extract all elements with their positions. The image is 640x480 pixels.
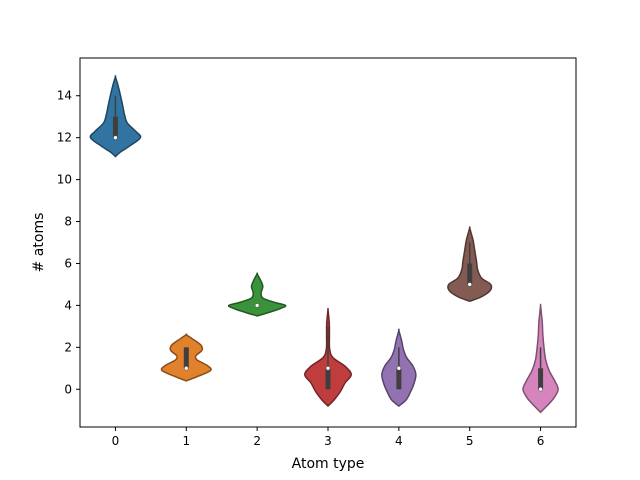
violin-box-0 [112, 116, 118, 138]
violin-3 [304, 307, 352, 408]
x-tick-label: 1 [182, 434, 190, 448]
x-tick-label: 5 [466, 434, 474, 448]
plot-frame [79, 57, 577, 428]
x-axis: 0 1 2 3 4 5 6 [112, 427, 545, 448]
violin-body-2 [227, 272, 287, 317]
y-tick-label: 6 [64, 256, 72, 270]
violin-4 [381, 328, 417, 408]
violin-median-5 [467, 282, 472, 287]
violin-2 [227, 272, 287, 317]
x-tick-label: 0 [112, 434, 120, 448]
violin-box-4 [396, 368, 402, 390]
violin-box-6 [538, 368, 544, 390]
y-axis-label: # atoms [31, 213, 47, 273]
violin-median-6 [538, 387, 543, 392]
x-tick-label: 6 [537, 434, 545, 448]
violin-6 [522, 303, 559, 414]
x-axis-label: Atom type [292, 456, 365, 472]
x-tick-label: 4 [395, 434, 403, 448]
violin-0 [89, 75, 142, 158]
violins-layer [89, 75, 559, 414]
violin-median-1 [184, 366, 189, 371]
y-tick-label: 0 [64, 382, 72, 396]
x-tick-label: 2 [253, 434, 261, 448]
y-tick-label: 14 [57, 89, 72, 103]
y-tick-label: 4 [64, 298, 72, 312]
y-tick-label: 8 [64, 215, 72, 229]
y-tick-label: 2 [64, 340, 72, 354]
violin-box-5 [467, 263, 473, 285]
y-tick-label: 10 [57, 173, 72, 187]
violin-box-3 [325, 368, 331, 390]
x-tick-label: 3 [324, 434, 332, 448]
violin-median-3 [325, 366, 331, 371]
violin-median-0 [113, 135, 118, 140]
y-axis: 0 2 4 6 8 10 12 14 [57, 89, 80, 396]
violin-5 [447, 226, 493, 302]
violin-box-1 [183, 347, 189, 369]
violin-median-2 [254, 303, 260, 308]
violin-1 [160, 333, 212, 382]
y-tick-label: 12 [57, 131, 72, 145]
violin-median-4 [396, 366, 402, 371]
